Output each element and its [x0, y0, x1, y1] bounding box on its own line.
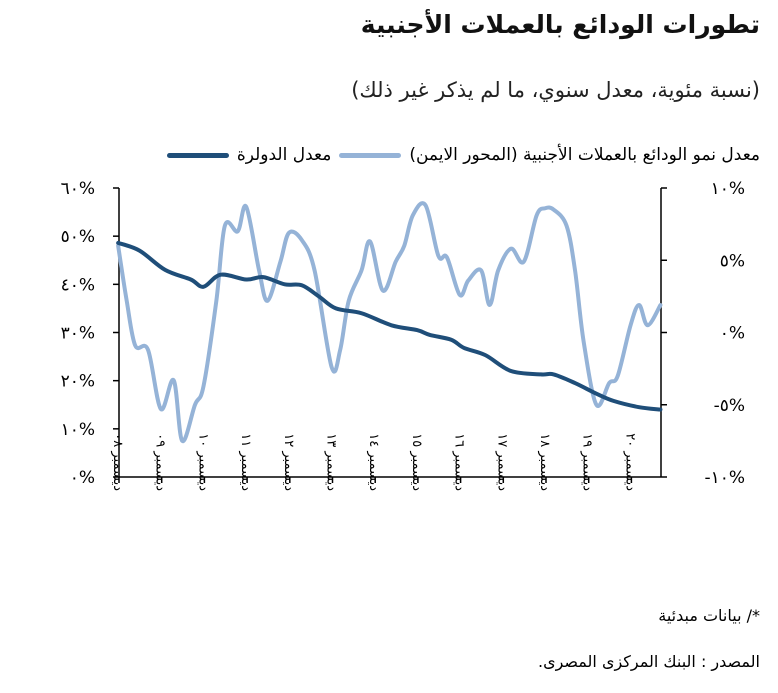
x-tick-label: ديسمبر ١٩: [580, 433, 595, 491]
dollarization-line: [116, 240, 663, 412]
x-tick-label: ديسمبر ٢٠: [622, 433, 637, 491]
legend-swatch-dollarization: [166, 152, 229, 158]
legend: معدل نمو الودائع بالعملات الأجنبية (المح…: [44, 142, 760, 168]
chart-subtitle: (نسبة مئوية، معدل سنوي، ما لم يذكر غير ذ…: [351, 78, 760, 102]
legend-label-dollarization: معدل الدولرة: [236, 145, 332, 165]
legend-swatch-deposit-growth: [339, 152, 402, 158]
source-note: المصدر : البنك المركزى المصرى.: [537, 652, 760, 671]
x-tick-label: ديسمبر ١٤: [366, 433, 381, 491]
right-tick-label: ٠%: [720, 324, 745, 344]
right-tick-label: -١٠%: [704, 468, 745, 488]
right-tick-label: ١٠%: [711, 179, 745, 199]
x-tick-label: ديسمبر ١١: [238, 433, 253, 491]
right-tick-label: ٥%: [720, 251, 745, 271]
x-tick-label: ديسمبر ١٠: [195, 433, 210, 491]
left-tick-label: ١٠%: [61, 420, 95, 440]
x-tick-label: ديسمبر ١٥: [409, 433, 424, 491]
left-tick-label: ٦٠%: [61, 179, 95, 199]
deposit-growth-line: [116, 201, 663, 443]
x-tick-label: ديسمبر ١٣: [324, 433, 339, 491]
x-tick-label: ديسمبر ٠٨: [110, 433, 125, 491]
x-tick-label: ديسمبر ٠٩: [153, 433, 168, 491]
left-tick-label: ٢٠%: [61, 372, 95, 392]
x-tick-label: ديسمبر ١٦: [452, 433, 467, 491]
footnote: */ بيانات مبدئية: [658, 606, 760, 625]
legend-label-deposit-growth: معدل نمو الودائع بالعملات الأجنبية (المح…: [409, 145, 760, 165]
left-tick-label: ٥٠%: [61, 227, 95, 247]
chart-title: تطورات الودائع بالعملات الأجنبية: [360, 10, 760, 39]
x-tick-label: ديسمبر ١٨: [537, 433, 552, 491]
left-tick-label: ٠%: [70, 468, 95, 488]
right-tick-label: -٥%: [714, 396, 745, 416]
left-tick-label: ٣٠%: [61, 324, 95, 344]
x-tick-label: ديسمبر ١٢: [281, 433, 296, 491]
left-tick-label: ٤٠%: [61, 275, 95, 295]
x-tick-label: ديسمبر ١٧: [494, 433, 509, 491]
